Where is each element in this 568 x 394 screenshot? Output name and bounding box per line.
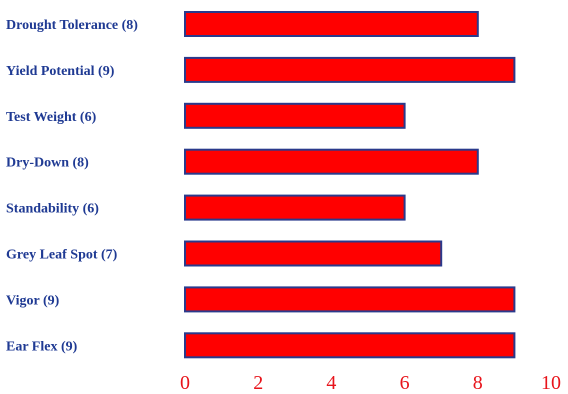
x-tick-label: 6 <box>400 372 410 394</box>
category-labels: Drought Tolerance (8) Yield Potential (9)… <box>6 18 138 354</box>
bar <box>184 332 516 359</box>
bars <box>184 11 516 359</box>
x-tick-label: 0 <box>180 372 190 394</box>
bar <box>184 11 479 37</box>
category-label: Grey Leaf Spot (7) <box>6 248 118 263</box>
category-label: Dry-Down (8) <box>6 156 89 171</box>
bar <box>184 148 479 175</box>
bar <box>184 194 406 221</box>
x-tick-labels: 0 2 4 6 8 10 <box>180 372 561 394</box>
bar <box>184 102 406 129</box>
x-tick-label: 4 <box>326 372 336 394</box>
category-label: Yield Potential (9) <box>6 64 115 79</box>
bar <box>184 286 516 313</box>
category-label: Drought Tolerance (8) <box>6 18 138 33</box>
category-label: Standability (6) <box>6 202 99 217</box>
x-tick-label: 8 <box>473 372 483 394</box>
x-tick-label: 2 <box>253 372 263 394</box>
x-tick-label: 10 <box>541 372 561 394</box>
bar <box>184 56 516 83</box>
bar <box>184 240 443 267</box>
category-label: Vigor (9) <box>6 293 60 308</box>
category-label: Test Weight (6) <box>6 110 97 125</box>
category-label: Ear Flex (9) <box>6 339 78 354</box>
